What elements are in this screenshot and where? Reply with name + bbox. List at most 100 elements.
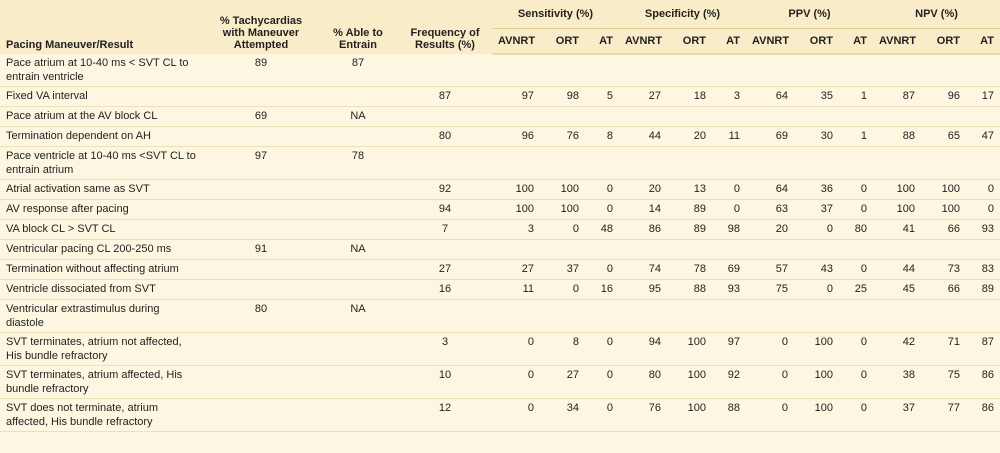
table-cell [540, 106, 585, 127]
table-cell: 0 [794, 219, 839, 240]
table-cell: 75 [746, 279, 794, 300]
table-cell [318, 398, 398, 432]
table-row: SVT does not terminate, atrium affected,… [0, 398, 1000, 432]
table-cell: 86 [966, 398, 1000, 432]
subheader-cell: AT [712, 28, 746, 55]
table-cell [794, 299, 839, 333]
table-cell: 97 [492, 86, 540, 107]
table-cell: 88 [712, 398, 746, 432]
table-cell: 100 [921, 199, 966, 220]
table-cell: 78 [667, 259, 712, 280]
table-cell: 0 [839, 199, 873, 220]
table-cell [318, 365, 398, 399]
row-label: Termination without affecting atrium [0, 259, 204, 280]
table-cell: 97 [204, 146, 318, 180]
table-cell: 0 [585, 332, 619, 366]
table-cell: 100 [921, 179, 966, 200]
table-cell: 0 [492, 365, 540, 399]
subheader-cell: AT [966, 28, 1000, 55]
table-cell: 96 [921, 86, 966, 107]
table-cell: 80 [619, 365, 667, 399]
table-cell [398, 299, 492, 333]
table-cell [746, 299, 794, 333]
table-cell: 0 [540, 219, 585, 240]
table-cell: 83 [966, 259, 1000, 280]
table-cell: 42 [873, 332, 921, 366]
table-cell [966, 106, 1000, 127]
table-cell: 98 [540, 86, 585, 107]
table-cell: 20 [619, 179, 667, 200]
table-cell: 100 [667, 332, 712, 366]
table-cell [712, 299, 746, 333]
table-cell [204, 365, 318, 399]
table-cell: 91 [204, 239, 318, 260]
table-row: VA block CL > SVT CL 7 3 0 48 86 89 98 20 0 80 41 66… [0, 219, 1000, 240]
subheader-cell: AT [585, 28, 619, 55]
table-cell: 87 [398, 86, 492, 107]
table-cell [492, 239, 540, 260]
group-header: NPV (%) [873, 0, 1000, 29]
table-cell: 1 [839, 86, 873, 107]
table-cell: 36 [794, 179, 839, 200]
table-cell [492, 106, 540, 127]
row-label: Ventricle dissociated from SVT [0, 279, 204, 300]
table-cell: 80 [204, 299, 318, 333]
table-cell [318, 199, 398, 220]
table-cell: 20 [746, 219, 794, 240]
table-cell [667, 106, 712, 127]
table-cell: 100 [667, 365, 712, 399]
table-cell [619, 106, 667, 127]
table-cell: 1 [839, 126, 873, 147]
table-cell [921, 106, 966, 127]
table-cell: 65 [921, 126, 966, 147]
table-row: Ventricular pacing CL 200-250 ms 91 NA [0, 239, 1000, 260]
table-cell: 0 [712, 199, 746, 220]
table-cell: NA [318, 239, 398, 260]
table-cell: 35 [794, 86, 839, 107]
table-cell: 16 [585, 279, 619, 300]
table-cell: 100 [540, 179, 585, 200]
table-cell [204, 398, 318, 432]
table-cell [667, 146, 712, 180]
table-cell [667, 299, 712, 333]
subheader-cell: ORT [921, 28, 966, 55]
table-cell: 12 [398, 398, 492, 432]
table-cell: 27 [492, 259, 540, 280]
table-cell [204, 219, 318, 240]
table-cell: 18 [667, 86, 712, 107]
table-cell [585, 106, 619, 127]
table-cell [794, 239, 839, 260]
table-row: Pace atrium at 10-40 ms < SVT CL to entr… [0, 54, 1000, 87]
table-cell: 75 [921, 365, 966, 399]
row-label: Pace ventricle at 10-40 ms <SVT CL to en… [0, 146, 204, 180]
table-row: SVT terminates, atrium affected, His bun… [0, 365, 1000, 399]
table-cell: 0 [540, 279, 585, 300]
table-cell: 0 [585, 365, 619, 399]
table-cell [619, 239, 667, 260]
table-cell: 92 [398, 179, 492, 200]
header-cell: % Tachycardias with Maneuver Attempted [204, 0, 318, 54]
table-cell [585, 239, 619, 260]
table-cell [839, 239, 873, 260]
table-cell: 47 [966, 126, 1000, 147]
table-cell: 69 [746, 126, 794, 147]
row-label: SVT terminates, atrium affected, His bun… [0, 365, 204, 399]
table-cell [585, 146, 619, 180]
table-cell: 87 [966, 332, 1000, 366]
table-cell: 86 [619, 219, 667, 240]
table-cell: 37 [540, 259, 585, 280]
table-cell [318, 86, 398, 107]
table-cell [746, 239, 794, 260]
group-header: Sensitivity (%) [492, 0, 619, 29]
table-cell [746, 106, 794, 127]
subheader-cell: ORT [794, 28, 839, 55]
table-cell [712, 54, 746, 87]
table-cell: 94 [619, 332, 667, 366]
table-cell [204, 332, 318, 366]
table-cell [966, 299, 1000, 333]
table-cell [585, 54, 619, 87]
table-row: Ventricular extrastimulus during diastol… [0, 299, 1000, 333]
table-cell [492, 146, 540, 180]
table-row: AV response after pacing 94 100 100 0 14 89 0 63… [0, 199, 1000, 220]
table-cell [540, 146, 585, 180]
